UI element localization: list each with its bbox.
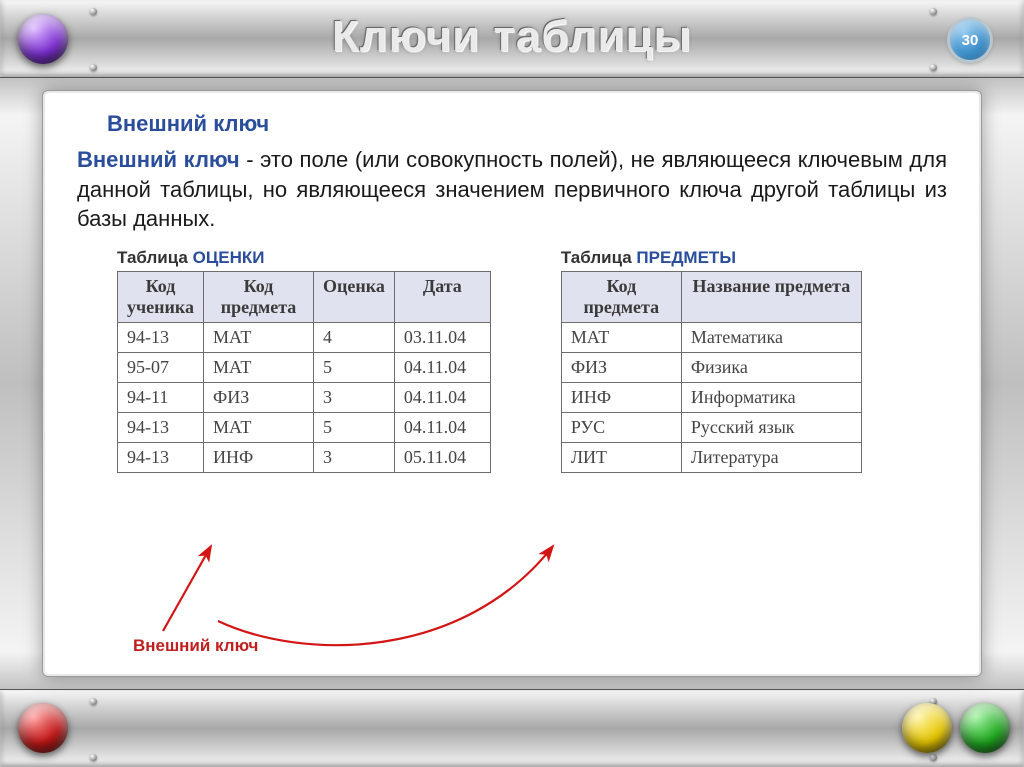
table-header: Код предмета	[561, 272, 681, 323]
table-header: Код ученика	[118, 272, 204, 323]
table-cell: Русский язык	[681, 413, 861, 443]
table-cell: ИНФ	[203, 443, 313, 473]
table-cell: ФИЗ	[561, 353, 681, 383]
table-cell: 95-07	[118, 353, 204, 383]
table-header: Название предмета	[681, 272, 861, 323]
table-row: ИНФИнформатика	[561, 383, 861, 413]
table-cell: Литература	[681, 443, 861, 473]
slide-title: Ключи таблицы	[0, 12, 1024, 62]
definition-text: Внешний ключ - это поле (или совокупност…	[77, 145, 947, 234]
table-caption: Таблица ПРЕДМЕТЫ	[561, 248, 862, 268]
table-header: Оценка	[313, 272, 394, 323]
frame-bottom	[0, 689, 1024, 767]
fk-label: Внешний ключ	[133, 636, 258, 656]
table-cell: 4	[313, 323, 394, 353]
table-row: 94-11ФИЗ304.11.04	[118, 383, 491, 413]
table-grades-table: Код ученикаКод предметаОценкаДата94-13МА…	[117, 271, 491, 473]
table-cell: 03.11.04	[394, 323, 490, 353]
table-cell: 04.11.04	[394, 353, 490, 383]
table-cell: 04.11.04	[394, 383, 490, 413]
slide-number-badge: 30	[950, 20, 990, 60]
table-cell: 5	[313, 413, 394, 443]
table-subjects-table: Код предметаНазвание предметаМАТМатемати…	[561, 271, 862, 473]
table-row: ФИЗФизика	[561, 353, 861, 383]
table-caption: Таблица ОЦЕНКИ	[117, 248, 491, 268]
table-cell: 94-13	[118, 323, 204, 353]
orb-icon	[902, 703, 952, 753]
table-cell: Информатика	[681, 383, 861, 413]
table-cell: 3	[313, 383, 394, 413]
table-row: РУСРусский язык	[561, 413, 861, 443]
table-row: ЛИТЛитература	[561, 443, 861, 473]
table-cell: 05.11.04	[394, 443, 490, 473]
table-row: 94-13ИНФ305.11.04	[118, 443, 491, 473]
table-cell: 94-13	[118, 413, 204, 443]
table-row: МАТМатематика	[561, 323, 861, 353]
table-cell: РУС	[561, 413, 681, 443]
section-heading: Внешний ключ	[107, 111, 947, 137]
table-subjects: Таблица ПРЕДМЕТЫ Код предметаНазвание пр…	[561, 248, 862, 473]
table-cell: ЛИТ	[561, 443, 681, 473]
table-header: Код предмета	[203, 272, 313, 323]
table-cell: 3	[313, 443, 394, 473]
table-header: Дата	[394, 272, 490, 323]
table-cell: 5	[313, 353, 394, 383]
orb-icon	[18, 14, 68, 64]
tables-row: Таблица ОЦЕНКИ Код ученикаКод предметаОц…	[77, 248, 947, 473]
table-cell: 04.11.04	[394, 413, 490, 443]
table-cell: 94-13	[118, 443, 204, 473]
table-cell: ИНФ	[561, 383, 681, 413]
table-row: 94-13МАТ504.11.04	[118, 413, 491, 443]
orb-icon	[18, 703, 68, 753]
table-cell: Математика	[681, 323, 861, 353]
definition-term: Внешний ключ	[77, 147, 240, 172]
table-cell: Физика	[681, 353, 861, 383]
table-row: 94-13МАТ403.11.04	[118, 323, 491, 353]
table-grades: Таблица ОЦЕНКИ Код ученикаКод предметаОц…	[117, 248, 491, 473]
table-row: 95-07МАТ504.11.04	[118, 353, 491, 383]
content-panel: Внешний ключ Внешний ключ - это поле (ил…	[42, 90, 982, 677]
table-cell: МАТ	[561, 323, 681, 353]
frame-top: Ключи таблицы 30	[0, 0, 1024, 78]
table-cell: МАТ	[203, 353, 313, 383]
table-cell: 94-11	[118, 383, 204, 413]
orb-icon	[960, 703, 1010, 753]
table-cell: ФИЗ	[203, 383, 313, 413]
table-cell: МАТ	[203, 413, 313, 443]
table-cell: МАТ	[203, 323, 313, 353]
